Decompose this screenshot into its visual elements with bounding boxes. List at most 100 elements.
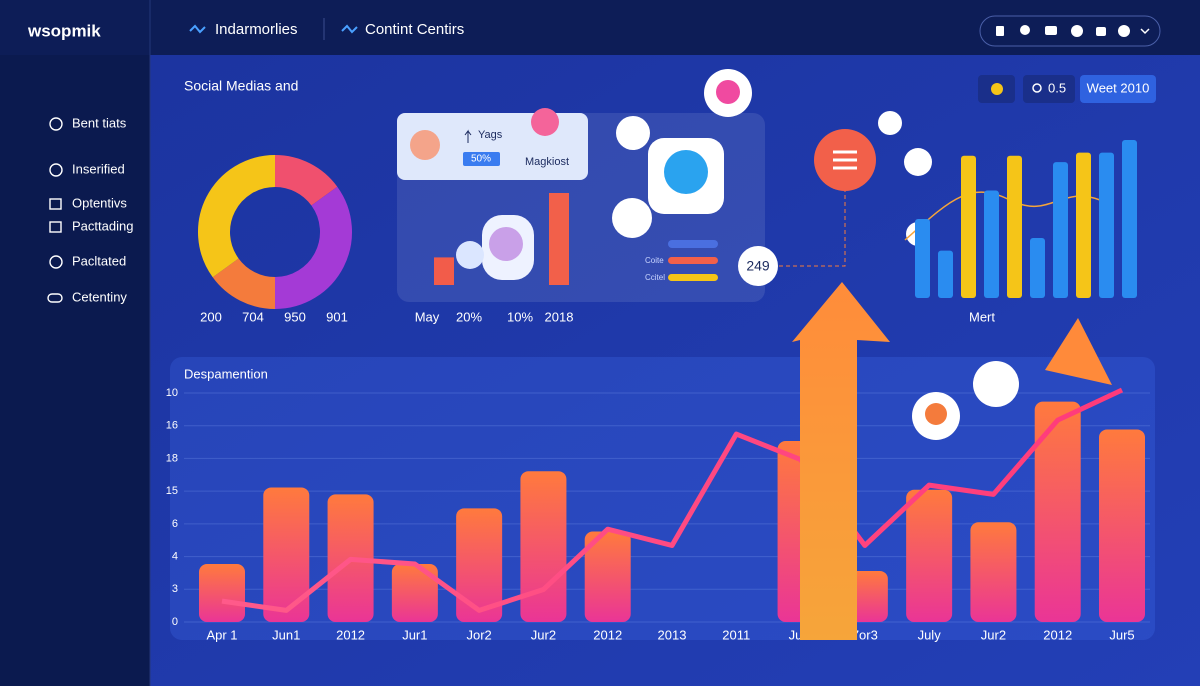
card-label: 2018: [545, 309, 574, 324]
icon-badge: [878, 111, 902, 135]
avatar: [489, 227, 523, 261]
x-tick-label: Jor2: [466, 627, 491, 642]
bar: [938, 250, 953, 298]
donut-label: 901: [326, 309, 348, 324]
nav-icon: [189, 24, 206, 34]
sidebar-item[interactable]: Pacttading: [72, 218, 133, 233]
legend-bar: [668, 240, 718, 248]
profile-name: Magkiost: [525, 156, 569, 168]
card-label: 10%: [507, 309, 533, 324]
bar: [1099, 152, 1114, 298]
sidebar-icons: [47, 117, 63, 303]
search-icon: [1032, 83, 1042, 93]
callout: [738, 246, 778, 286]
sidebar-item[interactable]: Bent tiats: [72, 115, 127, 130]
panel-title: Social Medias and: [184, 78, 298, 94]
nav-item[interactable]: Contint Centirs: [365, 21, 464, 38]
x-tick-label: Jur2: [531, 627, 556, 642]
y-tick-label: 10: [166, 387, 178, 399]
panel-title: Despamention: [184, 366, 268, 381]
period-label: Weet 2010: [1087, 80, 1150, 95]
avatar: [973, 361, 1019, 407]
x-tick-label: July: [918, 627, 942, 642]
zoom-button[interactable]: [1023, 75, 1075, 103]
bar: [906, 489, 953, 622]
bar: [456, 508, 503, 622]
bar: [584, 531, 631, 622]
callout-value: 249: [746, 258, 770, 274]
bar: [520, 471, 567, 622]
avatar: [456, 241, 484, 269]
bar: [961, 155, 976, 298]
avatar: [664, 150, 708, 194]
sidebar: Bent tiats Inserified Optentivs Pacttading P…: [72, 115, 133, 304]
bar: [984, 190, 999, 298]
x-tick-label: 2013: [658, 627, 687, 642]
avatar: [612, 198, 652, 238]
avatar: [616, 116, 650, 150]
trend-line: [221, 387, 1124, 613]
y-tick-label: 15: [166, 485, 178, 497]
bar: [1030, 237, 1045, 298]
sidebar-item[interactable]: Pacltated: [72, 253, 126, 268]
bar: [1007, 155, 1022, 298]
donut-label: 950: [284, 309, 306, 324]
y-tick-label: 16: [166, 420, 178, 432]
card-bar: [549, 193, 569, 285]
sidebar-item[interactable]: Cetentiny: [72, 289, 127, 304]
bar: [263, 487, 310, 622]
icon-toolbar[interactable]: [979, 15, 1161, 47]
badge: [463, 152, 500, 166]
bar: [1122, 140, 1137, 298]
x-tick-label: Jur1: [402, 627, 427, 642]
x-tick-label: 2011: [722, 627, 750, 642]
donut-segment: [274, 186, 352, 309]
bar: [1034, 401, 1081, 622]
legend-bar: [668, 274, 718, 281]
legend-label: Ccitel: [645, 273, 665, 282]
status-dot: [991, 83, 1003, 95]
card-label: May: [415, 309, 440, 324]
y-tick-label: 6: [172, 518, 178, 530]
badge-label: 50%: [471, 154, 491, 165]
legend-bar: [668, 257, 718, 264]
donut-segment: [212, 257, 276, 309]
icon-badge: [904, 148, 932, 176]
x-tick-label: 2012: [1043, 627, 1072, 642]
bar: [199, 564, 245, 622]
connector: [758, 180, 846, 267]
x-tick-label: Jun1: [272, 627, 300, 642]
x-tick-label: Jur2: [981, 627, 1006, 642]
chart-label: Mert: [969, 309, 995, 324]
sidebar-item[interactable]: Optentivs: [72, 195, 127, 210]
donut-label: 704: [242, 309, 264, 324]
period-button[interactable]: [1080, 75, 1156, 103]
brand: wsopmik: [27, 21, 101, 40]
y-tick-label: 3: [172, 583, 178, 595]
x-tick-label: 2012: [336, 627, 365, 642]
donut-label: 200: [200, 309, 222, 324]
avatar: [716, 80, 740, 104]
nav-item[interactable]: Indarmorlies: [215, 21, 298, 38]
menu-icon: [833, 150, 857, 170]
avatar: [531, 108, 559, 136]
nav-icon: [341, 24, 358, 34]
y-tick-label: 4: [172, 550, 178, 562]
y-tick-label: 18: [166, 452, 178, 464]
growth-arrow: [792, 282, 890, 640]
arrow-icon: [464, 129, 472, 143]
x-tick-label: 7or3: [852, 627, 878, 642]
charts: 200 704 950 901 10 16 18 15 6 4 3 0 Apr 1 Jun1 2012 Jur…: [166, 140, 1150, 642]
sidebar-item[interactable]: Inserified: [72, 161, 125, 176]
bar: [1053, 162, 1068, 298]
bar: [915, 219, 930, 298]
card-bar: [434, 257, 454, 285]
donut-segment: [198, 155, 276, 278]
x-tick-label: Apr 1: [206, 627, 237, 642]
bar: [1099, 429, 1145, 622]
growth-arrow-head: [1045, 318, 1112, 385]
y-tick-label: 0: [172, 616, 178, 628]
legend-label: Coite: [645, 256, 664, 265]
